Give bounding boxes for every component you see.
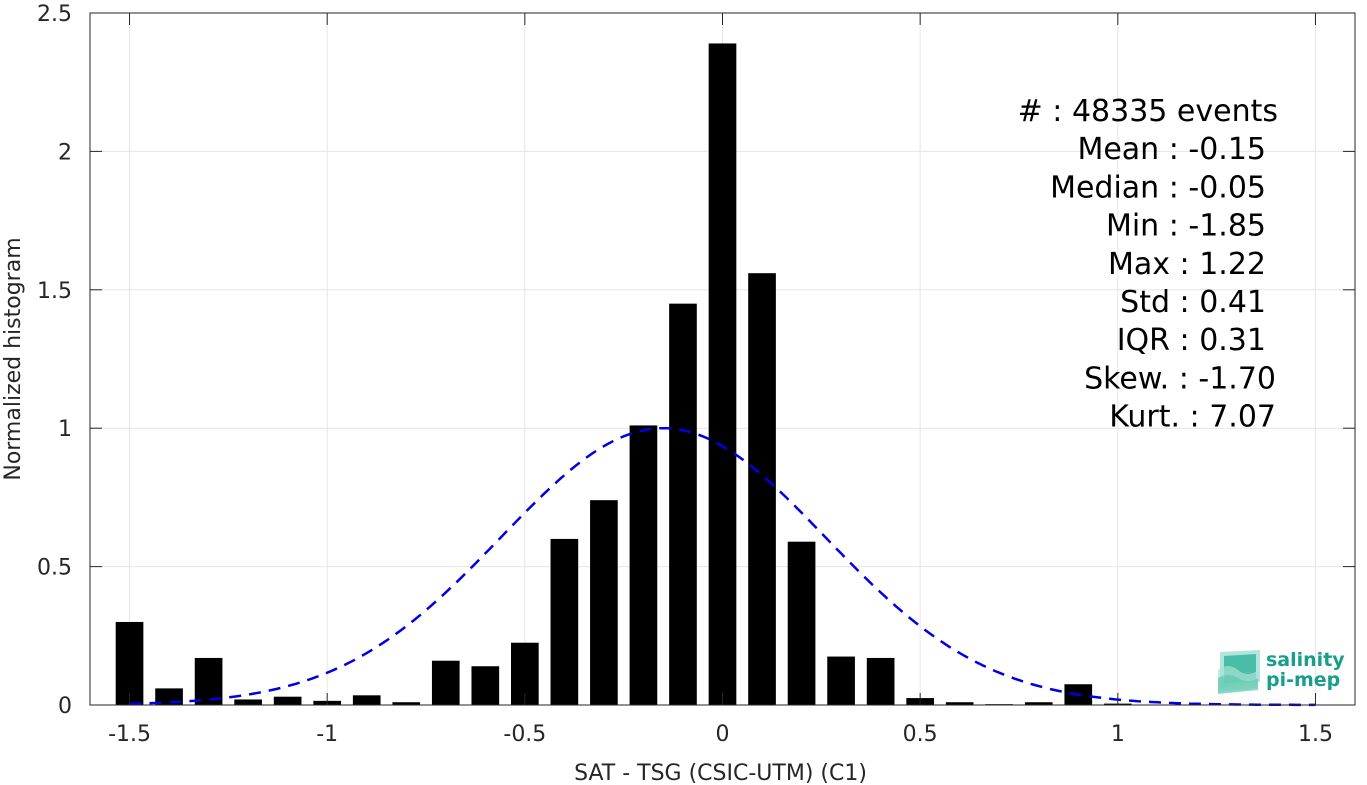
histogram-bar — [787, 541, 816, 705]
x-tick-label: 1 — [1111, 722, 1125, 747]
salinity-pi-mep-logo: salinity pi-mep — [1218, 649, 1345, 694]
x-tick-label: -1 — [316, 722, 338, 747]
logo-line2: pi-mep — [1266, 669, 1340, 691]
waves-icon — [1218, 650, 1260, 694]
y-tick-labels: 0 0.5 1 1.5 2 2.5 — [37, 2, 72, 719]
histogram-bars — [115, 43, 1132, 705]
histogram-bar — [629, 425, 658, 705]
axis-ticks — [90, 12, 1355, 706]
x-tick-label: 0.5 — [903, 722, 938, 747]
y-tick-label: 2.5 — [37, 2, 72, 27]
x-tick-label: 0 — [716, 722, 730, 747]
histogram-bar — [708, 43, 737, 705]
stat-line: Kurt. : 7.07 — [1109, 400, 1276, 435]
histogram-bar — [352, 695, 381, 705]
y-tick-label: 1 — [58, 417, 72, 442]
histogram-bar — [471, 666, 500, 705]
y-tick-label: 1.5 — [37, 279, 72, 304]
y-tick-label: 0.5 — [37, 556, 72, 581]
histogram-bar — [669, 303, 697, 705]
x-tick-label: -1.5 — [108, 722, 151, 747]
stat-line: Skew. : -1.70 — [1084, 361, 1276, 396]
y-tick-label: 0 — [58, 694, 72, 719]
stat-line: # : 48335 events — [1018, 94, 1278, 129]
histogram-bar — [115, 621, 144, 705]
stat-line: Max : 1.22 — [1108, 247, 1266, 282]
logo-line1: salinity — [1266, 649, 1345, 671]
stat-line: Min : -1.85 — [1106, 209, 1266, 244]
stat-line: IQR : 0.31 — [1117, 323, 1266, 358]
histogram-bar — [431, 660, 460, 705]
histogram-bar — [392, 702, 421, 705]
x-tick-label: 1.5 — [1298, 722, 1333, 747]
stat-line: Mean : -0.15 — [1077, 132, 1266, 167]
y-axis-label: Normalized histogram — [1, 237, 26, 480]
x-axis-label: SAT - TSG (CSIC-UTM) (C1) — [574, 761, 867, 785]
stat-line: Median : -0.05 — [1050, 170, 1266, 205]
histogram-bar — [1024, 702, 1053, 705]
histogram-bar — [590, 500, 618, 705]
histogram-bar — [827, 656, 855, 705]
histogram-bar — [273, 696, 302, 705]
y-tick-label: 2 — [58, 140, 72, 165]
histogram-bar — [748, 273, 776, 705]
histogram-bar — [234, 699, 262, 705]
x-tick-label: -0.5 — [503, 722, 546, 747]
x-tick-labels: -1.5 -1 -0.5 0 0.5 1 1.5 — [108, 722, 1333, 747]
stat-line: Std : 0.41 — [1120, 285, 1266, 320]
histogram-bar — [945, 702, 974, 705]
histogram-bar — [866, 657, 895, 705]
histogram-bar — [550, 538, 579, 705]
histogram-bar — [194, 657, 223, 705]
